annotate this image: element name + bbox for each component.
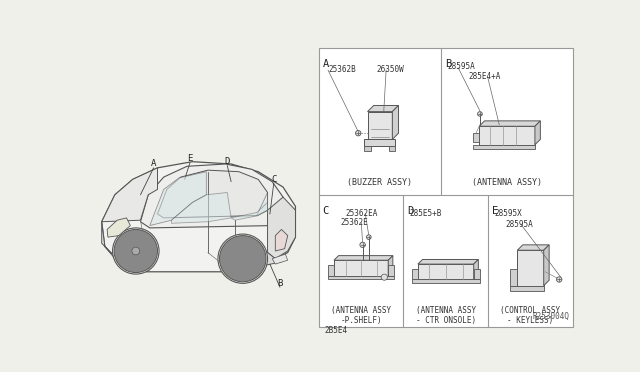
Text: 28595X: 28595X — [494, 209, 522, 218]
Text: 25362E: 25362E — [340, 218, 368, 227]
Circle shape — [128, 243, 143, 259]
Circle shape — [360, 242, 365, 247]
Polygon shape — [509, 269, 517, 286]
Polygon shape — [328, 276, 394, 279]
Text: C: C — [323, 206, 329, 215]
Polygon shape — [231, 202, 268, 220]
Text: C: C — [271, 175, 276, 184]
Text: (CONTROL ASSY
- KEYLESS): (CONTROL ASSY - KEYLESS) — [500, 306, 561, 325]
Polygon shape — [364, 146, 371, 151]
Text: 2B5E4: 2B5E4 — [325, 326, 348, 335]
Text: R253004Q: R253004Q — [532, 312, 569, 321]
Polygon shape — [388, 256, 393, 276]
Bar — [319, 48, 573, 327]
Text: B: B — [445, 59, 451, 69]
Polygon shape — [388, 265, 394, 276]
Polygon shape — [227, 253, 282, 272]
Circle shape — [124, 239, 148, 263]
Circle shape — [132, 247, 140, 255]
Text: 25362B: 25362B — [328, 65, 356, 74]
Text: 28595A: 28595A — [447, 62, 475, 71]
Text: B: B — [277, 279, 283, 288]
Polygon shape — [364, 140, 396, 146]
Polygon shape — [102, 222, 119, 263]
Polygon shape — [535, 121, 540, 145]
Polygon shape — [272, 254, 288, 264]
Circle shape — [557, 277, 562, 282]
Polygon shape — [544, 245, 549, 286]
Polygon shape — [473, 145, 535, 148]
Text: (ANTENNA ASSY
- CTR ONSOLE): (ANTENNA ASSY - CTR ONSOLE) — [416, 306, 476, 325]
Circle shape — [113, 228, 159, 274]
Polygon shape — [157, 170, 268, 218]
Polygon shape — [150, 172, 206, 225]
Polygon shape — [140, 164, 283, 228]
Text: D: D — [225, 157, 230, 166]
Polygon shape — [517, 250, 544, 286]
Polygon shape — [517, 245, 549, 250]
Text: 285E4+A: 285E4+A — [468, 71, 500, 81]
Polygon shape — [509, 286, 544, 291]
Circle shape — [228, 244, 257, 273]
Circle shape — [355, 131, 361, 136]
Text: (BUZZER ASSY): (BUZZER ASSY) — [348, 178, 412, 187]
Text: 26350W: 26350W — [376, 65, 404, 74]
Polygon shape — [473, 133, 479, 142]
Polygon shape — [474, 269, 480, 279]
Polygon shape — [418, 264, 474, 279]
Text: 285E5+B: 285E5+B — [410, 209, 442, 218]
Text: D: D — [407, 206, 413, 215]
Text: A: A — [323, 59, 329, 69]
Circle shape — [116, 231, 156, 271]
Text: 25362EA: 25362EA — [346, 209, 378, 218]
Circle shape — [381, 274, 387, 280]
Polygon shape — [389, 146, 396, 151]
Polygon shape — [367, 112, 392, 140]
Circle shape — [239, 255, 246, 263]
Circle shape — [218, 234, 268, 283]
Polygon shape — [102, 162, 296, 272]
Text: E: E — [492, 206, 499, 215]
Polygon shape — [102, 168, 157, 222]
Polygon shape — [334, 260, 388, 276]
Polygon shape — [107, 218, 131, 237]
Circle shape — [230, 246, 256, 272]
Polygon shape — [268, 197, 296, 259]
Circle shape — [477, 112, 482, 116]
Polygon shape — [275, 230, 288, 251]
Polygon shape — [334, 256, 393, 260]
Polygon shape — [412, 279, 480, 283]
Text: (ANTENNA ASSY
-P.SHELF): (ANTENNA ASSY -P.SHELF) — [331, 306, 391, 325]
Polygon shape — [474, 260, 478, 279]
Polygon shape — [328, 265, 334, 276]
Polygon shape — [418, 260, 478, 264]
Circle shape — [114, 230, 157, 273]
Text: E: E — [188, 154, 193, 163]
Circle shape — [221, 237, 264, 280]
Polygon shape — [367, 106, 399, 112]
Polygon shape — [412, 269, 418, 279]
Polygon shape — [392, 106, 399, 140]
Polygon shape — [479, 121, 540, 126]
Polygon shape — [257, 192, 268, 216]
Circle shape — [122, 237, 150, 265]
Text: A: A — [151, 160, 156, 169]
Text: (ANTENNA ASSY): (ANTENNA ASSY) — [472, 178, 542, 187]
Circle shape — [234, 250, 252, 267]
Circle shape — [367, 235, 371, 240]
Text: 28595A: 28595A — [505, 220, 533, 229]
Polygon shape — [172, 192, 231, 223]
Circle shape — [220, 235, 266, 282]
Polygon shape — [479, 126, 535, 145]
